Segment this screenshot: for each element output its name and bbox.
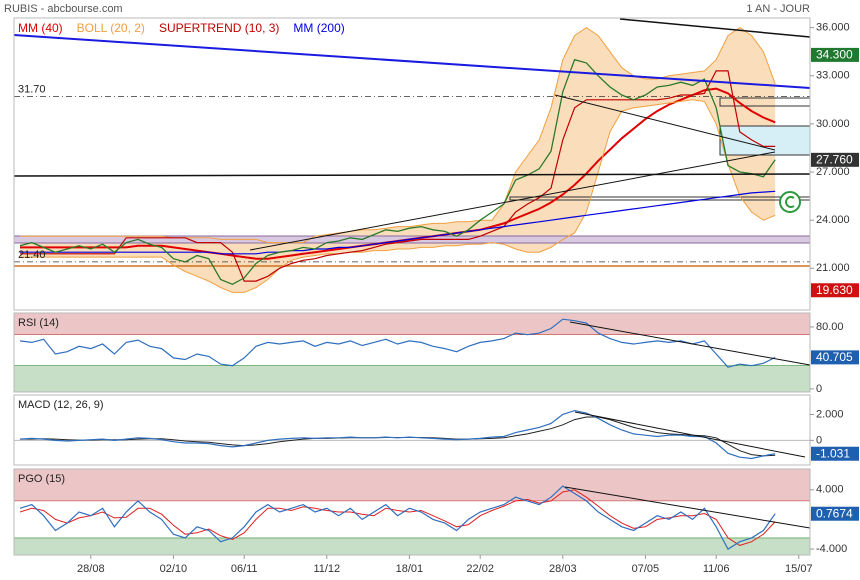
y-tick-label: 80.00 [816,321,844,333]
x-tick-label: 06/11 [231,563,258,575]
oversold-zone [13,537,811,556]
trendline [564,486,811,529]
oscillator-line [19,485,776,550]
y-tick-label: -4.000 [816,543,847,555]
panel-title: PGO (15) [18,473,65,485]
panel-frame [13,312,811,393]
y-tick-label: 24.000 [816,214,850,226]
value-badge-label: 27.760 [816,153,853,167]
value-badge [811,47,859,62]
x-tick-label: 07/05 [632,563,660,575]
trendline [554,94,776,151]
y-tick-label: 2.000 [816,408,844,420]
value-badge-label: 34.300 [816,48,853,62]
value-badge-label: 0.7674 [816,506,853,520]
signal-icon [785,196,795,208]
panel-frame [13,468,811,556]
frames [13,17,811,556]
overbought-zone [13,312,811,335]
trendline [574,411,806,458]
oversold-zone [13,365,811,393]
signal-icon [779,191,801,213]
legend-entry: MM (40) [18,21,63,35]
oscillator-line [19,409,776,460]
chart-title: RUBIS - abcbourse.com [4,3,123,15]
bollinger-fill [20,27,776,293]
trendline [13,173,811,177]
annotation-label: 31.70 [18,84,46,96]
x-tick-label: 15/07 [785,563,813,575]
indicator-line [20,190,776,255]
y-tick-label: 0 [816,383,822,395]
x-tick-label: 11/12 [313,563,340,575]
bollinger-upper [20,26,776,244]
value-badge [811,152,859,167]
value-badge-label: 40.705 [816,350,853,364]
trendlines [13,18,811,529]
value-badge [811,350,859,365]
y-tick-label: 36.000 [816,22,850,34]
indicator-line [20,70,776,282]
x-tick-label: 28/03 [549,563,577,575]
panel-frame [13,17,811,311]
value-badge [811,283,859,298]
annotation-label: 21.40 [18,249,46,261]
legend-entry: BOLL (20, 2) [77,21,145,35]
y-tick-label: 33.000 [816,70,850,82]
price-line [19,58,776,286]
bollinger-lower [20,99,776,293]
x-tick-label: 22/02 [466,563,494,575]
x-tick-label: 02/10 [160,563,188,575]
legend-entry: SUPERTREND (10, 3) [159,21,279,35]
y-tick-label: 30.000 [816,118,850,130]
y-tick-label: 4.000 [816,484,844,496]
trendline [249,151,776,251]
panel-title: MACD (12, 26, 9) [18,399,104,411]
panel-title: RSI (14) [18,317,59,329]
value-badge [811,446,859,461]
trendline [569,321,811,366]
zone-box [719,125,811,156]
overbought-zone [13,468,811,502]
y-tick-label: 0 [816,434,822,446]
chart-subtitle: 1 AN - JOUR [746,3,810,15]
y-tick-label: 27.000 [816,166,850,178]
panel-frame [13,394,811,466]
value-badge-label: 19.630 [816,283,853,297]
x-tick-label: 18/01 [396,563,424,575]
x-tick-label: 11/06 [703,563,730,575]
y-tick-label: 21.000 [816,262,850,274]
oscillator-line [19,318,776,368]
value-badge-label: -1.031 [816,446,850,460]
legend-entry: MM (200) [293,21,344,35]
trendline [619,18,811,38]
trendline [13,34,811,89]
value-badge [811,506,859,521]
x-tick-label: 28/08 [77,563,105,575]
